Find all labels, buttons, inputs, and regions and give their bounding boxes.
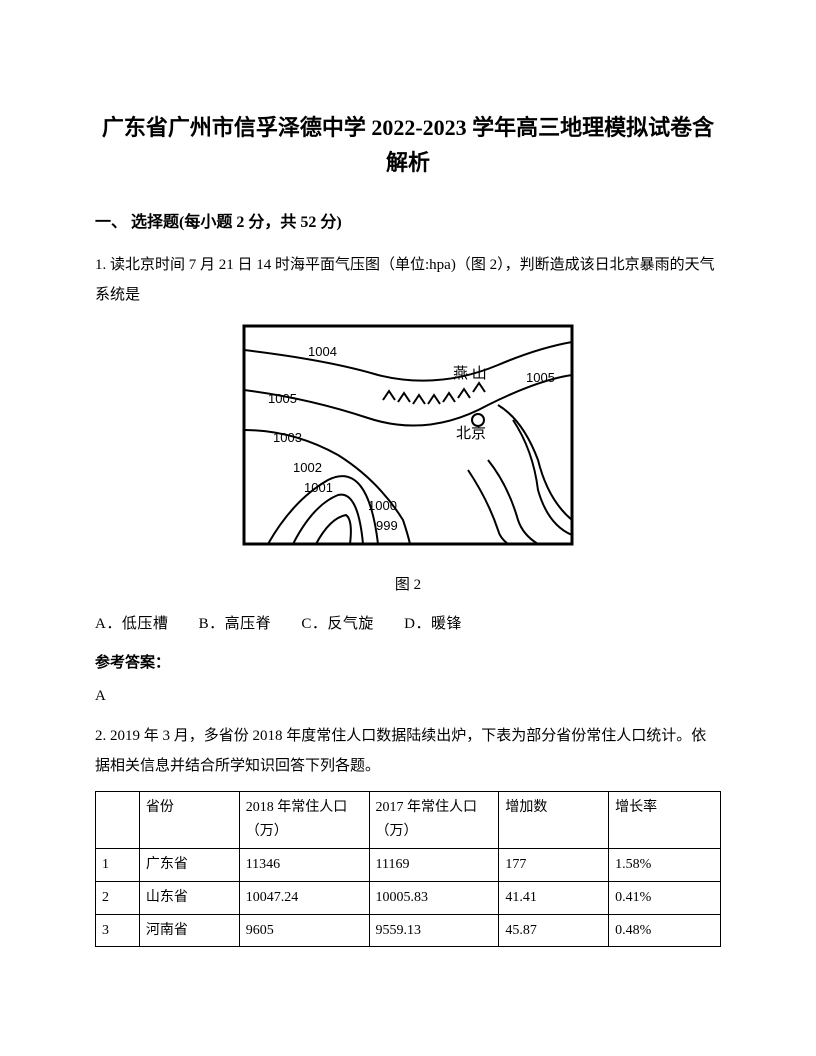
cell: 0.48%: [609, 914, 721, 947]
section-heading: 一、 选择题(每小题 2 分，共 52 分): [95, 208, 721, 232]
option-A: A．低压槽: [95, 616, 168, 632]
cell: 11169: [369, 848, 499, 881]
label-1001: 1001: [304, 480, 333, 495]
option-C: C．反气旋: [301, 616, 374, 632]
isobar-1001: [293, 495, 363, 544]
col-2018: 2018 年常住人口（万）: [239, 792, 369, 849]
figure-2-container: 燕 山 北京 1004 1005 1005 1003 1002 1001 100…: [95, 320, 721, 555]
cell: 10047.24: [239, 881, 369, 914]
cell: 山东省: [139, 881, 239, 914]
label-1002: 1002: [293, 460, 322, 475]
col-increase: 增加数: [499, 792, 609, 849]
answer-label: 参考答案：: [95, 651, 721, 672]
cell: 45.87: [499, 914, 609, 947]
isobar-right-1: [498, 405, 572, 520]
isobar-1000: [316, 515, 351, 544]
beijing-marker: [472, 414, 484, 426]
page-title: 广东省广州市信孚泽德中学 2022-2023 学年高三地理模拟试卷含解析: [95, 110, 721, 180]
label-yanshan: 燕 山: [453, 365, 487, 382]
label-999: 999: [376, 518, 398, 533]
table-header-row: 省份 2018 年常住人口（万） 2017 年常住人口（万） 增加数 增长率: [96, 792, 721, 849]
cell: 0.41%: [609, 881, 721, 914]
option-B: B．高压脊: [199, 616, 272, 632]
table-row: 2 山东省 10047.24 10005.83 41.41 0.41%: [96, 881, 721, 914]
answer-value: A: [95, 688, 721, 705]
question-1-options: A．低压槽 B．高压脊 C．反气旋 D．暖锋: [95, 612, 721, 633]
question-1-text: 1. 读北京时间 7 月 21 日 14 时海平面气压图（单位:hpa)（图 2…: [95, 250, 721, 310]
figure-2-caption: 图 2: [95, 573, 721, 594]
cell: 广东省: [139, 848, 239, 881]
exam-page: 广东省广州市信孚泽德中学 2022-2023 学年高三地理模拟试卷含解析 一、 …: [0, 0, 816, 1056]
table-row: 3 河南省 9605 9559.13 45.87 0.48%: [96, 914, 721, 947]
cell: 9605: [239, 914, 369, 947]
yanshan-mountains: [383, 383, 485, 404]
col-2017: 2017 年常住人口（万）: [369, 792, 499, 849]
label-1005b: 1005: [526, 370, 555, 385]
label-1000: 1000: [368, 498, 397, 513]
cell: 2: [96, 881, 140, 914]
cell: 河南省: [139, 914, 239, 947]
table-row: 1 广东省 11346 11169 177 1.58%: [96, 848, 721, 881]
isobar-right-3: [488, 460, 538, 544]
population-table: 省份 2018 年常住人口（万） 2017 年常住人口（万） 增加数 增长率 1…: [95, 791, 721, 947]
cell: 10005.83: [369, 881, 499, 914]
isobar-map-figure: 燕 山 北京 1004 1005 1005 1003 1002 1001 100…: [238, 320, 578, 550]
col-index: [96, 792, 140, 849]
col-rate: 增长率: [609, 792, 721, 849]
label-1004: 1004: [308, 344, 337, 359]
cell: 177: [499, 848, 609, 881]
question-2-text: 2. 2019 年 3 月，多省份 2018 年度常住人口数据陆续出炉，下表为部…: [95, 721, 721, 781]
option-D: D．暖锋: [404, 616, 462, 632]
col-province: 省份: [139, 792, 239, 849]
cell: 9559.13: [369, 914, 499, 947]
cell: 3: [96, 914, 140, 947]
label-1005a: 1005: [268, 391, 297, 406]
cell: 1: [96, 848, 140, 881]
label-1003: 1003: [273, 430, 302, 445]
cell: 41.41: [499, 881, 609, 914]
label-beijing: 北京: [456, 425, 486, 442]
cell: 11346: [239, 848, 369, 881]
isobar-1004: [244, 342, 572, 381]
cell: 1.58%: [609, 848, 721, 881]
